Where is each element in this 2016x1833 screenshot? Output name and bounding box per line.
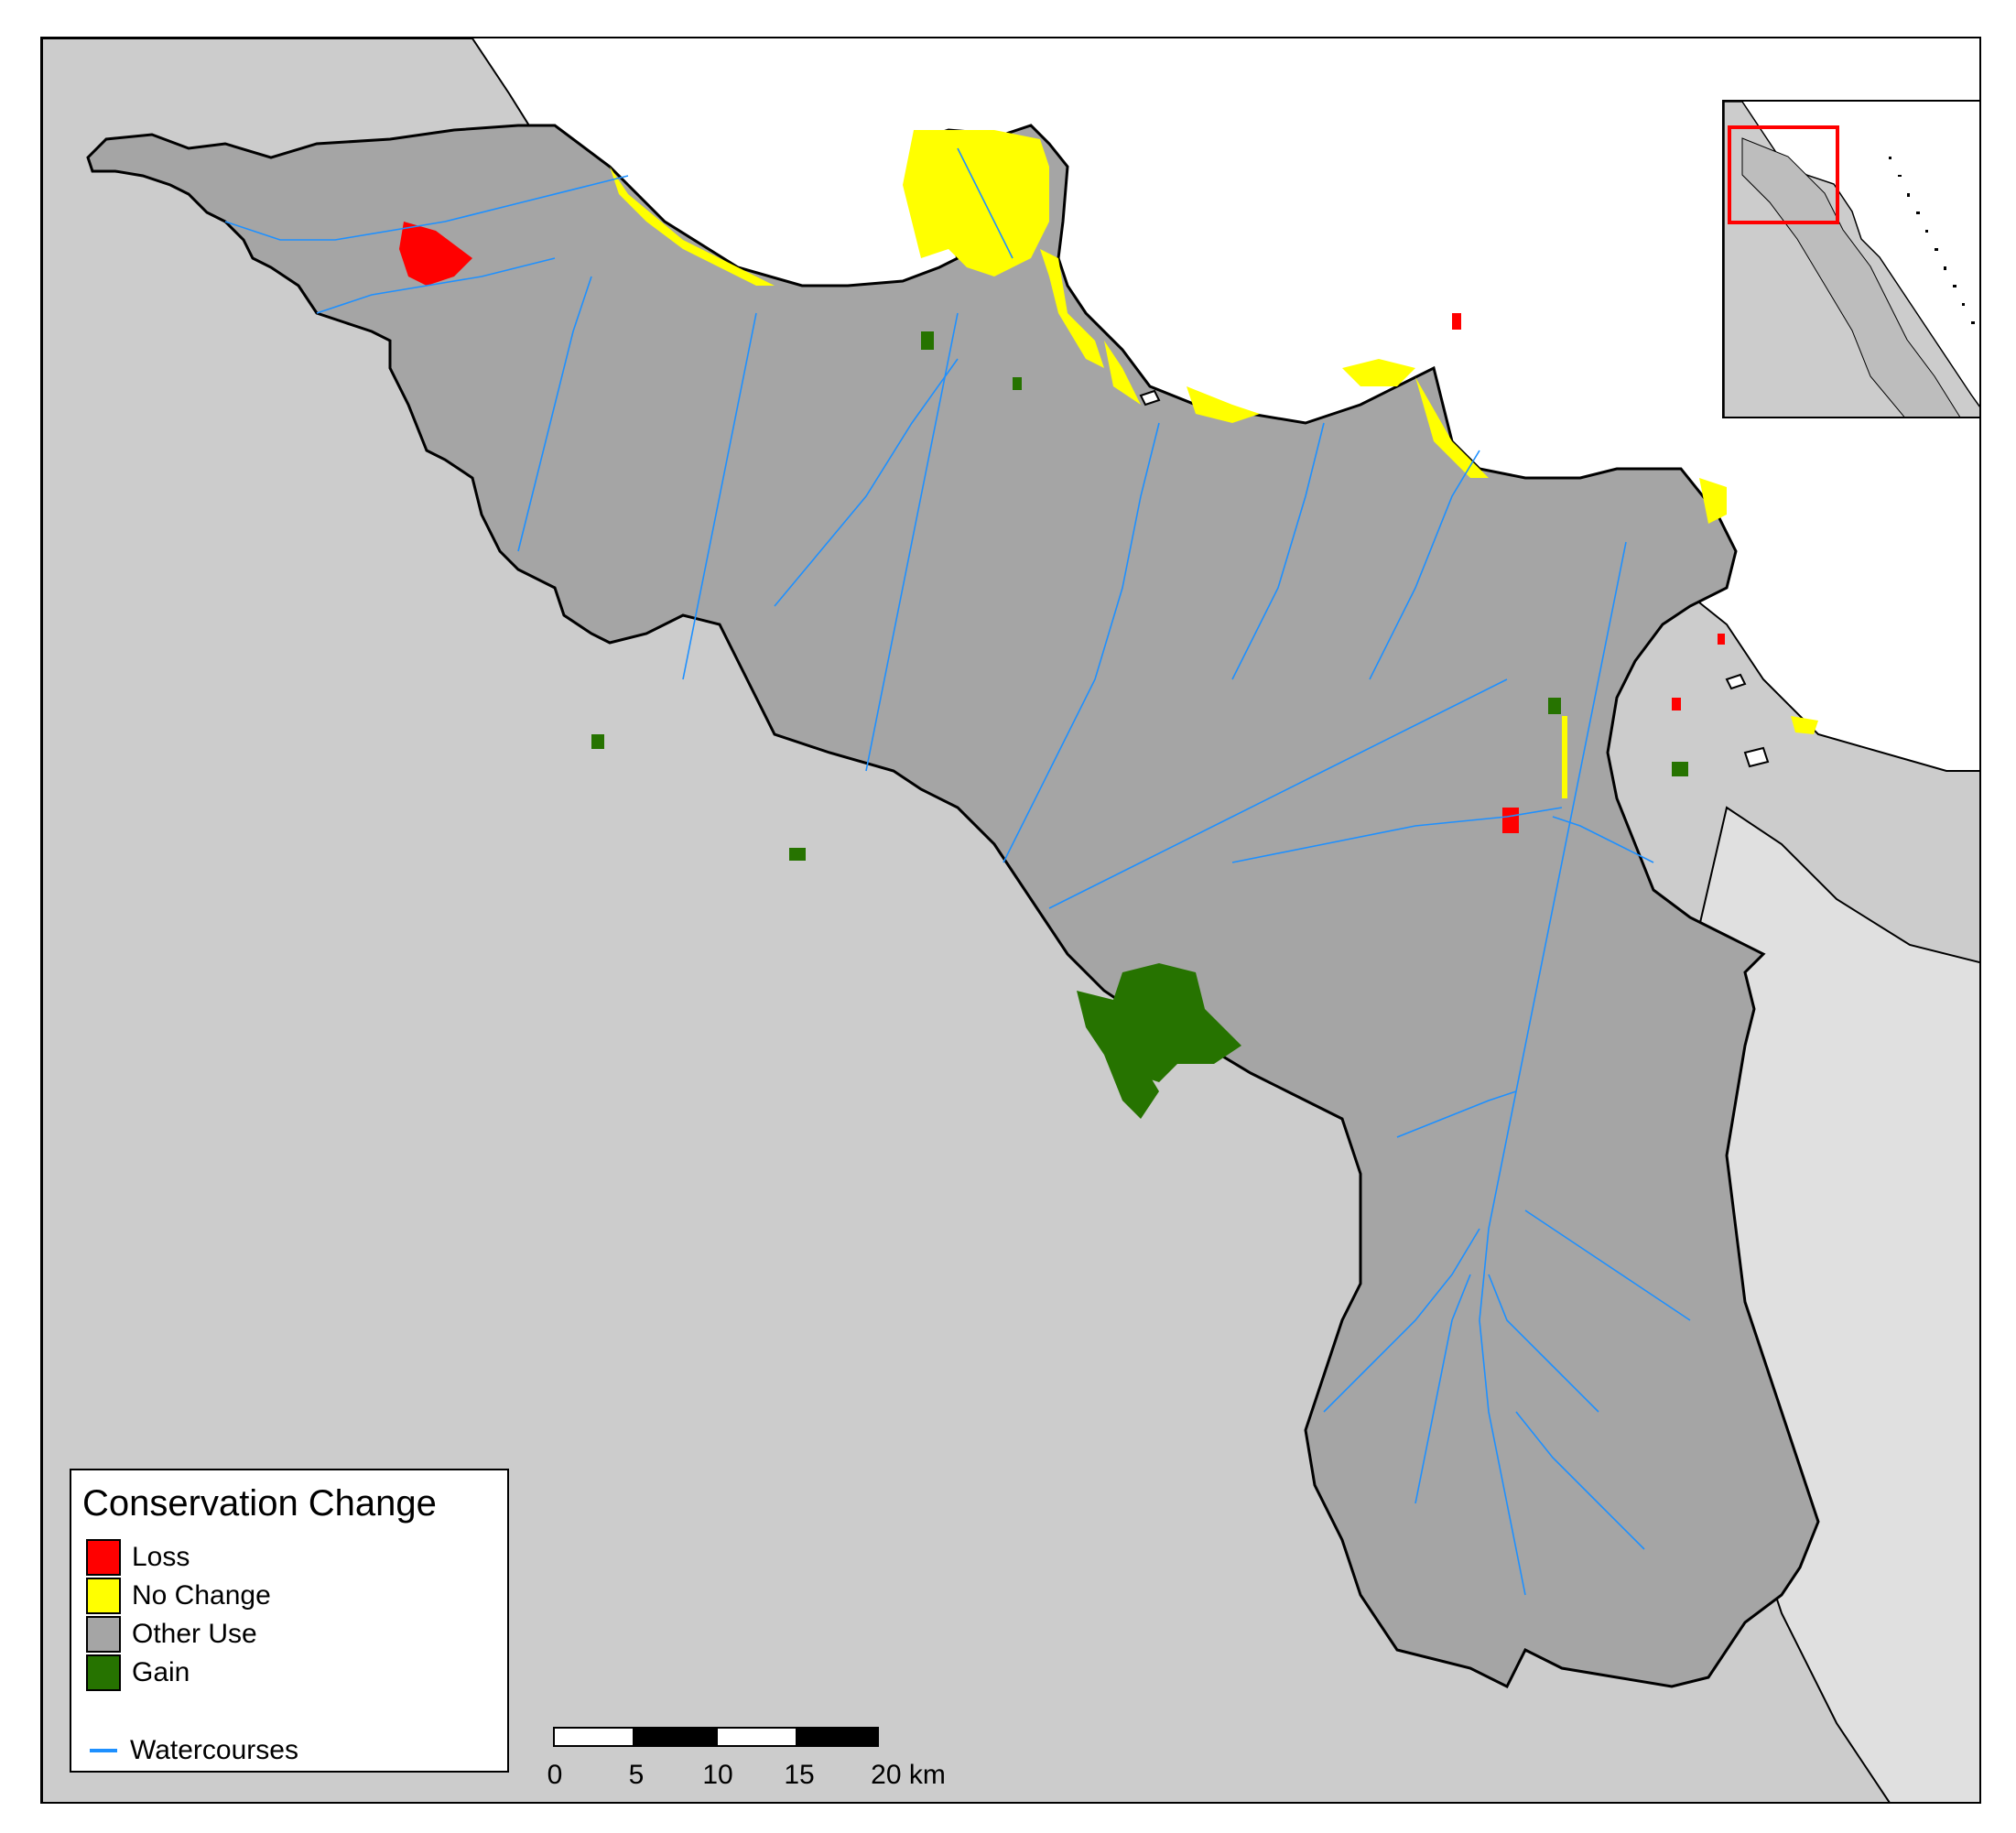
scale-tick-label: 10 [702,1760,733,1790]
gain-area-south [1077,991,1159,1119]
main-map [42,38,1979,1802]
legend-label-gain: Gain [132,1657,190,1687]
gain-area-4 [789,848,806,861]
watercourse [1479,541,1627,1596]
watercourse [1396,1090,1517,1138]
legend-label-no-change: No Change [132,1580,271,1611]
legend-swatch-gain [86,1654,121,1691]
loss-areas [399,222,1725,833]
legend-item-loss: Loss [86,1538,190,1577]
scale-segment [716,1727,797,1747]
loss-area-3 [1672,698,1681,710]
map-frame [40,37,1981,1804]
scale-bar: 0 5 10 15 20 km [547,1727,946,1809]
no-change-beach-1 [1187,386,1260,423]
no-change-cape [1699,478,1727,524]
legend-swatch-loss [86,1539,121,1576]
scale-tick-label: 5 [628,1760,645,1790]
watercourse [316,257,556,314]
watercourse [1488,1274,1599,1413]
loss-area-1 [1502,808,1519,833]
legend: Conservation Change Loss No Change Other U… [70,1469,509,1773]
loss-area-4 [1718,634,1725,645]
no-change-coast-strip-east [1040,249,1104,368]
legend-item-watercourses: Watercourses [86,1732,298,1769]
scale-segment [553,1727,634,1747]
scale-segment [634,1727,716,1747]
gain-area-1 [921,331,934,350]
watercourse [682,312,757,680]
scale-tick-label: 0 [547,1760,563,1790]
loss-area-large [399,222,472,286]
watercourse [1515,1411,1645,1550]
watercourse [224,175,629,241]
gain-area-6 [1672,762,1688,776]
watercourse [774,358,959,607]
legend-swatch-no-change [86,1578,121,1614]
watercourse [1231,422,1325,680]
legend-item-no-change: No Change [86,1577,271,1615]
inset-extent-box [1728,125,1839,224]
island [1743,746,1770,768]
watercourse [1524,1209,1691,1321]
island [1725,673,1747,690]
watercourse [517,276,592,552]
no-change-peninsula [903,130,1049,277]
watercourse [1414,1274,1471,1504]
watercourse [1552,816,1654,863]
scale-tick-label: 15 [784,1760,815,1790]
watercourses [224,147,1691,1596]
legend-title: Conservation Change [82,1483,437,1524]
no-change-strip [1562,716,1567,798]
legend-label-other-use: Other Use [132,1619,257,1649]
watercourse [1369,450,1480,680]
watercourse [865,312,959,772]
legend-item-gain: Gain [86,1654,190,1692]
legend-item-other-use: Other Use [86,1615,257,1654]
inset-locator-map [1722,100,1979,418]
gain-areas [591,331,1688,1119]
gain-area-2 [1013,377,1022,390]
scale-tick-label: 20 km [871,1760,946,1790]
gain-area-3 [591,734,604,749]
scale-segment [797,1727,879,1747]
no-change-beach-3 [1415,377,1489,478]
inset-reef-islands [1889,157,1975,324]
no-change-island [1791,716,1818,734]
watercourse [1048,678,1508,909]
legend-swatch-other-use [86,1616,121,1653]
no-change-beach-2 [1342,359,1415,386]
gain-area-large [1104,963,1241,1082]
catchment-other-use [86,124,1820,1689]
loss-area-2 [1452,313,1461,330]
legend-label-watercourses: Watercourses [130,1735,298,1765]
watercourse-line-swatch [90,1749,117,1752]
no-change-beach-4 [1104,341,1141,405]
watercourse [1231,807,1563,863]
watercourse [1003,422,1160,863]
gain-area-5 [1548,698,1561,714]
island [1139,389,1161,407]
islands [1139,389,1770,768]
watercourse [957,147,1013,259]
watercourse [1323,1228,1480,1413]
no-change-areas [610,130,1818,798]
legend-label-loss: Loss [132,1542,190,1572]
